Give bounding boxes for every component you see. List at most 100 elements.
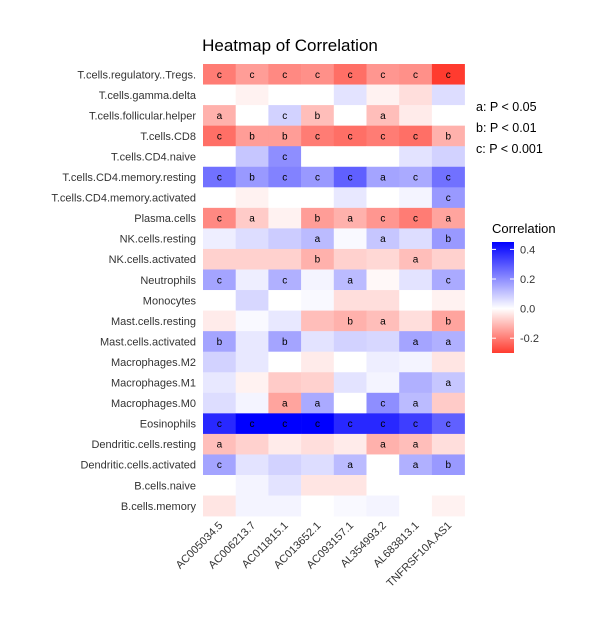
row-label: T.cells.follicular.helper — [89, 110, 196, 122]
heatmap-cell — [301, 228, 335, 250]
heatmap-cell — [203, 64, 236, 85]
heatmap-cell — [399, 105, 433, 126]
cell-significance-label: b — [315, 214, 321, 225]
legend-tick-label: 0.2 — [520, 274, 535, 286]
heatmap-cell — [399, 475, 433, 496]
heatmap-cell — [333, 331, 367, 352]
heatmap-cell — [203, 166, 236, 188]
cell-significance-label: b — [217, 337, 223, 348]
cell-significance-label: c — [282, 111, 287, 122]
row-label: T.cells.gamma.delta — [99, 90, 197, 102]
heatmap-cell — [301, 269, 335, 291]
cell-significance-label: c — [446, 275, 451, 286]
heatmap-cell — [301, 207, 335, 229]
row-label: Mast.cells.activated — [100, 336, 196, 348]
heatmap-cell — [333, 84, 367, 106]
cell-significance-label: b — [347, 316, 353, 327]
cell-significance-label: c — [217, 419, 222, 430]
heatmap-cell — [399, 187, 433, 209]
heatmap-cell — [203, 228, 236, 250]
cell-significance-label: a — [445, 214, 451, 225]
cell-significance-label: c — [282, 419, 287, 430]
heatmap-cell — [203, 331, 236, 352]
heatmap-cell — [268, 248, 302, 270]
heatmap-cell — [203, 454, 236, 476]
row-label: Dendritic.cells.resting — [91, 439, 196, 451]
cell-significance-label: c — [446, 193, 451, 204]
heatmap-cell — [431, 125, 465, 147]
heatmap-cell — [203, 105, 236, 126]
significance-key: a: P < 0.05 b: P < 0.01 c: P < 0.001 — [476, 100, 543, 156]
cell-significance-label: c — [282, 152, 287, 163]
heatmap-cell — [268, 372, 302, 394]
heatmap-cell — [203, 351, 236, 373]
cell-significance-label: b — [282, 131, 288, 142]
heatmap-cell — [366, 187, 400, 209]
row-label: T.cells.CD4.memory.activated — [51, 193, 196, 205]
heatmap-cell — [268, 433, 302, 455]
heatmap-cell — [301, 351, 335, 373]
cell-significance-label: a — [217, 440, 223, 451]
heatmap-cell — [235, 248, 269, 270]
heatmap-cell — [235, 495, 269, 517]
heatmap-cell — [333, 290, 367, 311]
cell-significance-label: a — [347, 275, 353, 286]
heatmap-cell — [203, 84, 236, 106]
heatmap-cells: c c c c c c c ca c b ac b b c c c c bcc b c c c a c ccc a b a c c aa a b… — [203, 64, 465, 517]
heatmap-cell — [268, 64, 302, 85]
heatmap-cell — [301, 475, 335, 496]
cell-significance-label: a — [249, 214, 255, 225]
cell-significance-label: a — [380, 111, 386, 122]
heatmap-cell — [333, 187, 367, 209]
heatmap-cell — [431, 310, 465, 332]
heatmap-cell — [431, 413, 465, 435]
row-labels: T.cells.regulatory..Tregs. T.cells.gamma.… — [51, 69, 197, 513]
heatmap-cell — [333, 125, 367, 147]
cell-significance-label: b — [445, 234, 451, 245]
heatmap-cell — [301, 413, 335, 435]
cell-significance-label: a — [380, 316, 386, 327]
heatmap-cell — [301, 146, 335, 168]
row-label: Dendritic.cells.activated — [80, 460, 196, 472]
heatmap-cell — [431, 351, 465, 373]
column-labels: AC005034.5AC006213.7AC011815.1AC013652.1… — [174, 520, 455, 590]
heatmap-cell — [333, 454, 367, 476]
heatmap-cell — [366, 372, 400, 394]
cell-significance-label: c — [348, 173, 353, 184]
heatmap-cell — [301, 454, 335, 476]
cell-significance-label: a — [413, 460, 419, 471]
heatmap-cell — [399, 248, 433, 270]
cell-significance-label: c — [380, 419, 385, 430]
row-label: Eosinophils — [140, 419, 197, 431]
heatmap-cell — [203, 146, 236, 168]
cell-significance-label: c — [315, 131, 320, 142]
heatmap-cell — [268, 228, 302, 250]
heatmap-cell — [366, 413, 400, 435]
heatmap-cell — [431, 146, 465, 168]
sig-key-b: b: P < 0.01 — [476, 121, 537, 135]
heatmap-cell — [366, 290, 400, 311]
cell-significance-label: c — [282, 70, 287, 81]
cell-significance-label: c — [413, 173, 418, 184]
heatmap-cell — [268, 207, 302, 229]
heatmap-cell — [431, 392, 465, 414]
heatmap-cell — [301, 310, 335, 332]
heatmap-cell — [366, 166, 400, 188]
heatmap-cell — [366, 64, 400, 85]
heatmap-cell — [301, 64, 335, 85]
row-label: Macrophages.M2 — [111, 357, 196, 369]
legend-ticks: 0.4 0.2 0.0 -0.2 — [492, 244, 539, 345]
heatmap-cell — [399, 310, 433, 332]
cell-significance-label: a — [380, 173, 386, 184]
heatmap-cell — [431, 105, 465, 126]
heatmap-cell — [301, 290, 335, 311]
cell-significance-label: c — [315, 419, 320, 430]
heatmap-cell — [399, 228, 433, 250]
heatmap-cell — [333, 105, 367, 126]
cell-significance-label: a — [380, 440, 386, 451]
heatmap-cell — [235, 454, 269, 476]
cell-significance-label: c — [380, 214, 385, 225]
heatmap-cell — [235, 187, 269, 209]
heatmap-cell — [268, 84, 302, 106]
